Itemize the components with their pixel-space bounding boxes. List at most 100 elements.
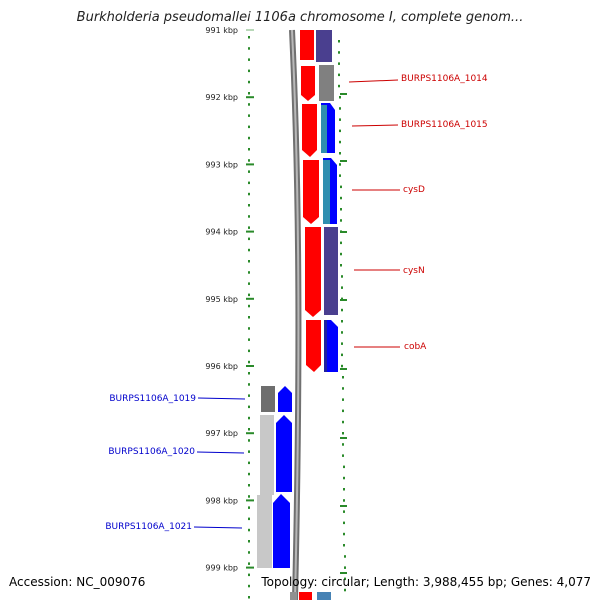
bottom-stubs	[290, 592, 331, 600]
track-dot	[248, 383, 250, 386]
track-dot	[343, 465, 345, 469]
track-dot	[340, 185, 342, 189]
position-axis: 991 kbp 992 kbp 993 kbp 994 kbp 995 kbp 996 k…	[205, 26, 254, 573]
track-dot	[342, 420, 344, 424]
track-tick	[340, 505, 347, 507]
track-dot	[343, 476, 345, 480]
track-dot	[248, 540, 250, 543]
track-dot	[343, 521, 345, 525]
gene-labels-right: BURPS1106A_1014 BURPS1106A_1015 cysD cys…	[401, 74, 488, 352]
gene-label-cobA[interactable]: cobA	[404, 342, 427, 352]
track-dot	[341, 353, 343, 357]
track-dot	[248, 248, 250, 252]
track-dot	[341, 308, 343, 312]
track-dot	[342, 409, 344, 413]
gene-1021-lightgray[interactable]	[257, 495, 272, 568]
gene-1020-blue[interactable]	[276, 415, 292, 492]
track-dot	[248, 360, 250, 364]
axis-tick-label: 997 kbp	[205, 429, 238, 438]
gene-cysN-purple[interactable]	[324, 227, 338, 315]
gene-arrow-1014-red[interactable]	[301, 66, 315, 101]
gene-labels-left: BURPS1106A_1019 BURPS1106A_1020 BURPS110…	[105, 394, 196, 532]
leader-lines	[193, 79, 400, 529]
track-dot	[248, 472, 250, 476]
track-dot	[248, 506, 250, 509]
track-dot	[343, 499, 345, 502]
track-dot	[341, 342, 343, 345]
track-dot	[248, 80, 250, 84]
track-dot	[338, 84, 340, 88]
track-dot	[248, 495, 250, 498]
track-dot	[342, 454, 344, 457]
track-dot	[344, 566, 346, 569]
gene-label-1019[interactable]: BURPS1106A_1019	[109, 394, 196, 404]
gene-label-cysD[interactable]: cysD	[403, 185, 425, 195]
track-tick	[340, 299, 347, 301]
gene-1019-blue[interactable]	[278, 386, 292, 412]
track-dot	[248, 58, 250, 61]
gene-1014-gray[interactable]	[319, 65, 334, 101]
track-dot	[340, 219, 342, 222]
track-tick	[340, 368, 347, 370]
track-dot	[344, 588, 346, 592]
axis-tick-label: 993 kbp	[205, 160, 238, 169]
track-dot	[339, 140, 341, 144]
track-dot	[339, 174, 341, 177]
left-gene-track	[257, 386, 292, 568]
gene-1019-gray[interactable]	[261, 386, 275, 412]
gene-label-1015[interactable]: BURPS1106A_1015	[401, 120, 488, 130]
gene-bar[interactable]	[300, 30, 314, 60]
gene-arrow-cysD-red[interactable]	[303, 160, 319, 224]
track-dot	[344, 577, 346, 581]
gene-arrow-1015-red[interactable]	[302, 104, 317, 157]
track-dot	[248, 338, 250, 341]
track-dot	[248, 372, 250, 375]
axis-tick-label: 992 kbp	[205, 93, 238, 102]
axis-tick-label: 996 kbp	[205, 362, 238, 371]
track-dot	[248, 461, 250, 465]
track-dot	[338, 51, 340, 54]
topology-text: Topology: circular; Length: 3,988,455 bp…	[261, 575, 591, 589]
track-dot	[248, 47, 250, 50]
track-dot	[340, 264, 342, 267]
track-dot	[342, 432, 344, 435]
track-dot	[248, 416, 250, 420]
axis-tick-label: 998 kbp	[205, 496, 238, 505]
track-dot	[248, 349, 250, 353]
gene-bar-purple[interactable]	[316, 30, 332, 62]
track-dot	[338, 40, 340, 43]
axis-tick-label: 999 kbp	[205, 564, 238, 573]
track-dot	[248, 181, 250, 185]
track-dot	[339, 107, 341, 110]
gene-arrow-cysN-red[interactable]	[305, 227, 321, 317]
track-dot	[248, 327, 250, 330]
gene-1021-blue[interactable]	[273, 494, 290, 568]
track-dot	[248, 596, 250, 599]
track-dot	[339, 129, 341, 133]
track-dot	[342, 398, 344, 401]
track-dot	[343, 532, 345, 536]
right-gene-track	[300, 30, 338, 372]
gene-label-cysN[interactable]: cysN	[403, 266, 425, 276]
track-dot	[339, 163, 341, 166]
track-dot	[248, 584, 250, 588]
track-dot	[340, 241, 342, 245]
gene-cobA-blue[interactable]	[324, 320, 338, 372]
track-dot	[340, 252, 342, 256]
track-dot	[248, 293, 250, 297]
gene-label-1020[interactable]: BURPS1106A_1020	[108, 447, 195, 457]
gene-1020-lightgray[interactable]	[260, 415, 274, 495]
gene-label-1021[interactable]: BURPS1106A_1021	[105, 522, 192, 532]
gene-arrow-cobA-red[interactable]	[306, 320, 321, 372]
track-dot	[341, 297, 343, 301]
gene-label-1014[interactable]: BURPS1106A_1014	[401, 74, 488, 84]
track-dot	[343, 510, 345, 513]
track-dot	[248, 170, 250, 173]
track-dot	[248, 103, 250, 106]
track-dot	[248, 215, 250, 218]
track-dot	[248, 405, 250, 409]
axis-tick-label: 994 kbp	[205, 228, 238, 237]
track-dot	[342, 443, 344, 446]
track-dot	[248, 159, 250, 162]
